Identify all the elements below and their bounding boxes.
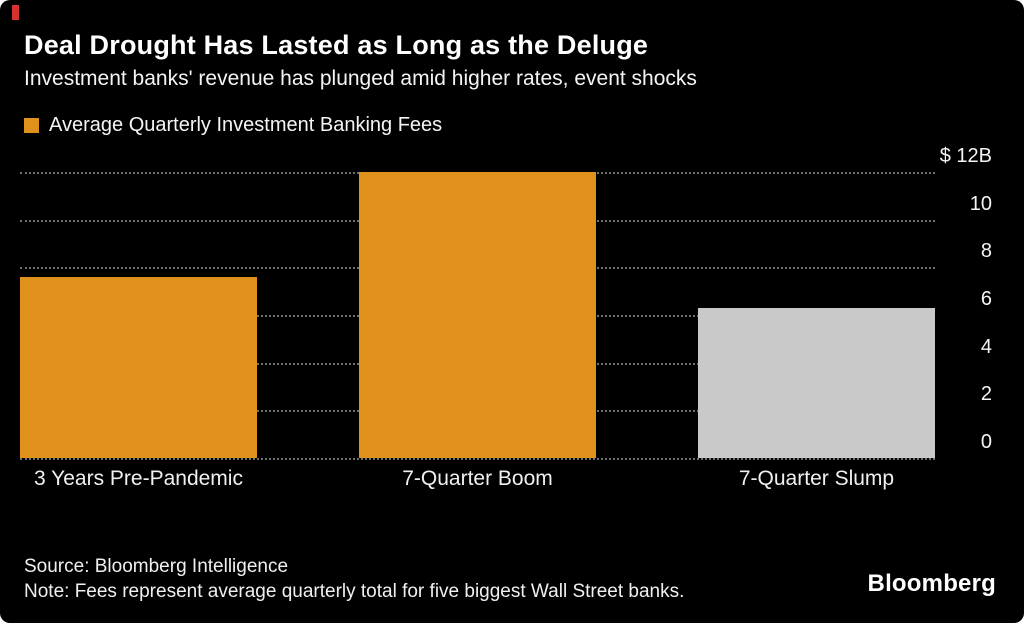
gridline — [20, 458, 935, 460]
y-tick-label: 0 — [980, 431, 992, 453]
legend-swatch-icon — [24, 118, 39, 133]
y-tick-label: 10 — [969, 192, 992, 215]
legend: Average Quarterly Investment Banking Fee… — [24, 114, 442, 137]
bar-7-quarter-boom — [359, 172, 596, 458]
bloomberg-logo: Bloomberg — [867, 570, 996, 597]
bar-7-quarter-slump — [698, 307, 935, 458]
y-tick-label: $ 12B — [939, 145, 992, 167]
legend-label: Average Quarterly Investment Banking Fee… — [49, 114, 443, 136]
y-tick-label: 6 — [980, 288, 992, 310]
note-text: Note: Fees represent average quarterly t… — [24, 581, 685, 602]
x-axis-labels: 3 Years Pre-Pandemic 7-Quarter Boom 7-Quar… — [20, 467, 935, 491]
red-accent-mark — [12, 5, 19, 20]
bar-3-years-pre-pandemic — [20, 276, 257, 458]
x-category-label: 7-Quarter Boom — [402, 467, 553, 490]
y-tick-label: 8 — [980, 240, 992, 263]
chart-subtitle: Investment banks' revenue has plunged am… — [24, 67, 697, 90]
x-category-label: 7-Quarter Slump — [738, 467, 895, 490]
y-tick-label: 4 — [980, 335, 992, 358]
bar-chart-plot-area — [20, 172, 935, 460]
chart-title: Deal Drought Has Lasted as Long as the D… — [24, 30, 649, 60]
y-tick-label: 2 — [980, 383, 992, 406]
source-text: Source: Bloomberg Intelligence — [24, 556, 289, 577]
x-category-label: 3 Years Pre-Pandemic — [34, 467, 243, 490]
